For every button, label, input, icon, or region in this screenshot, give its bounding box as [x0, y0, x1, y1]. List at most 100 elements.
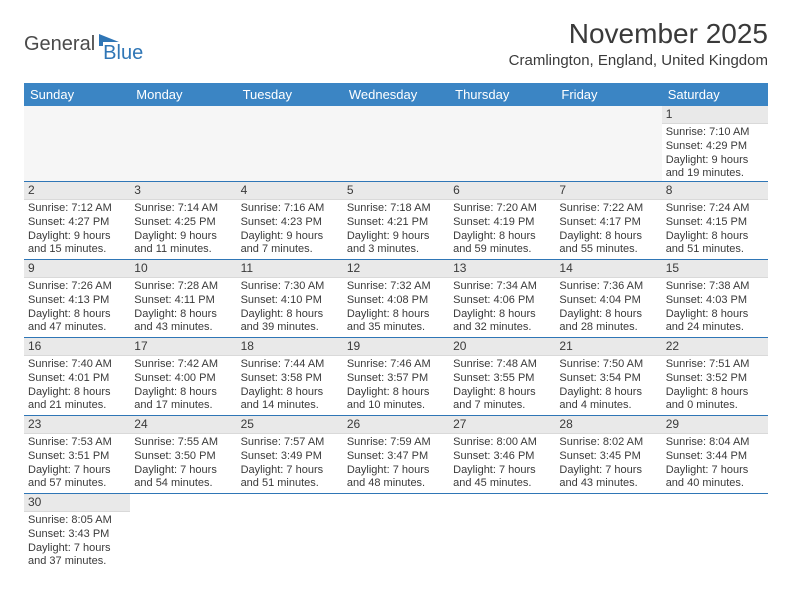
- calendar-cell: 11Sunrise: 7:30 AMSunset: 4:10 PMDayligh…: [237, 260, 343, 338]
- day-details: Sunrise: 7:59 AMSunset: 3:47 PMDaylight:…: [343, 434, 449, 491]
- sunset-text: Sunset: 4:04 PM: [559, 294, 657, 308]
- daylight-text-2: and 55 minutes.: [559, 243, 657, 257]
- daylight-text-1: Daylight: 7 hours: [347, 464, 445, 478]
- day-details: Sunrise: 7:22 AMSunset: 4:17 PMDaylight:…: [555, 200, 661, 257]
- sunset-text: Sunset: 3:55 PM: [453, 372, 551, 386]
- sunrise-text: Sunrise: 7:16 AM: [241, 202, 339, 216]
- calendar-cell: 10Sunrise: 7:28 AMSunset: 4:11 PMDayligh…: [130, 260, 236, 338]
- sunrise-text: Sunrise: 7:18 AM: [347, 202, 445, 216]
- day-details: Sunrise: 7:16 AMSunset: 4:23 PMDaylight:…: [237, 200, 343, 257]
- calendar-cell: 16Sunrise: 7:40 AMSunset: 4:01 PMDayligh…: [24, 338, 130, 416]
- daylight-text-1: Daylight: 8 hours: [666, 386, 764, 400]
- calendar-cell: 29Sunrise: 8:04 AMSunset: 3:44 PMDayligh…: [662, 416, 768, 494]
- sunrise-text: Sunrise: 7:51 AM: [666, 358, 764, 372]
- day-details: Sunrise: 7:26 AMSunset: 4:13 PMDaylight:…: [24, 278, 130, 335]
- day-number: 23: [24, 416, 130, 434]
- daylight-text-2: and 57 minutes.: [28, 477, 126, 491]
- sunrise-text: Sunrise: 7:48 AM: [453, 358, 551, 372]
- daylight-text-2: and 4 minutes.: [559, 399, 657, 413]
- daylight-text-2: and 7 minutes.: [241, 243, 339, 257]
- calendar-cell: 30Sunrise: 8:05 AMSunset: 3:43 PMDayligh…: [24, 494, 130, 572]
- sunrise-text: Sunrise: 7:50 AM: [559, 358, 657, 372]
- daylight-text-2: and 7 minutes.: [453, 399, 551, 413]
- day-details: Sunrise: 7:40 AMSunset: 4:01 PMDaylight:…: [24, 356, 130, 413]
- day-details: Sunrise: 7:28 AMSunset: 4:11 PMDaylight:…: [130, 278, 236, 335]
- sunrise-text: Sunrise: 7:12 AM: [28, 202, 126, 216]
- day-number: 5: [343, 182, 449, 200]
- daylight-text-2: and 51 minutes.: [241, 477, 339, 491]
- sunset-text: Sunset: 3:47 PM: [347, 450, 445, 464]
- calendar-cell: [449, 494, 555, 572]
- daylight-text-1: Daylight: 9 hours: [28, 230, 126, 244]
- daylight-text-2: and 17 minutes.: [134, 399, 232, 413]
- sunrise-text: Sunrise: 7:26 AM: [28, 280, 126, 294]
- weekday-header: Sunday: [24, 83, 130, 106]
- calendar-cell: 18Sunrise: 7:44 AMSunset: 3:58 PMDayligh…: [237, 338, 343, 416]
- daylight-text-1: Daylight: 8 hours: [559, 308, 657, 322]
- header-bar: General Blue November 2025 Cramlington, …: [24, 18, 768, 75]
- daylight-text-1: Daylight: 8 hours: [666, 308, 764, 322]
- sunset-text: Sunset: 4:21 PM: [347, 216, 445, 230]
- sunrise-text: Sunrise: 7:34 AM: [453, 280, 551, 294]
- day-details: Sunrise: 7:53 AMSunset: 3:51 PMDaylight:…: [24, 434, 130, 491]
- logo-text-general: General: [24, 33, 95, 56]
- calendar-row: 2Sunrise: 7:12 AMSunset: 4:27 PMDaylight…: [24, 182, 768, 260]
- sunrise-text: Sunrise: 7:55 AM: [134, 436, 232, 450]
- day-number: 19: [343, 338, 449, 356]
- daylight-text-2: and 24 minutes.: [666, 321, 764, 335]
- day-number: 25: [237, 416, 343, 434]
- day-number: 18: [237, 338, 343, 356]
- day-number: 30: [24, 494, 130, 512]
- sunset-text: Sunset: 4:06 PM: [453, 294, 551, 308]
- sunset-text: Sunset: 4:27 PM: [28, 216, 126, 230]
- day-number: 8: [662, 182, 768, 200]
- sunset-text: Sunset: 4:29 PM: [666, 140, 764, 154]
- sunset-text: Sunset: 4:13 PM: [28, 294, 126, 308]
- calendar-cell: 8Sunrise: 7:24 AMSunset: 4:15 PMDaylight…: [662, 182, 768, 260]
- sunset-text: Sunset: 3:50 PM: [134, 450, 232, 464]
- sunrise-text: Sunrise: 7:59 AM: [347, 436, 445, 450]
- day-number: 9: [24, 260, 130, 278]
- sunrise-text: Sunrise: 7:32 AM: [347, 280, 445, 294]
- weekday-header: Monday: [130, 83, 236, 106]
- daylight-text-1: Daylight: 8 hours: [134, 308, 232, 322]
- daylight-text-1: Daylight: 7 hours: [28, 542, 126, 556]
- sunrise-text: Sunrise: 7:30 AM: [241, 280, 339, 294]
- day-number: 17: [130, 338, 236, 356]
- daylight-text-1: Daylight: 7 hours: [134, 464, 232, 478]
- daylight-text-2: and 3 minutes.: [347, 243, 445, 257]
- calendar-row: 30Sunrise: 8:05 AMSunset: 3:43 PMDayligh…: [24, 494, 768, 572]
- sunset-text: Sunset: 4:01 PM: [28, 372, 126, 386]
- calendar-row: 9Sunrise: 7:26 AMSunset: 4:13 PMDaylight…: [24, 260, 768, 338]
- weekday-header: Friday: [555, 83, 661, 106]
- sunset-text: Sunset: 3:45 PM: [559, 450, 657, 464]
- sunrise-text: Sunrise: 7:44 AM: [241, 358, 339, 372]
- day-details: Sunrise: 7:42 AMSunset: 4:00 PMDaylight:…: [130, 356, 236, 413]
- day-details: Sunrise: 7:10 AMSunset: 4:29 PMDaylight:…: [662, 124, 768, 181]
- day-number: 11: [237, 260, 343, 278]
- calendar-cell: 27Sunrise: 8:00 AMSunset: 3:46 PMDayligh…: [449, 416, 555, 494]
- calendar-cell: [130, 494, 236, 572]
- daylight-text-1: Daylight: 8 hours: [241, 386, 339, 400]
- day-details: Sunrise: 7:48 AMSunset: 3:55 PMDaylight:…: [449, 356, 555, 413]
- calendar-cell: 23Sunrise: 7:53 AMSunset: 3:51 PMDayligh…: [24, 416, 130, 494]
- daylight-text-2: and 54 minutes.: [134, 477, 232, 491]
- daylight-text-2: and 59 minutes.: [453, 243, 551, 257]
- daylight-text-2: and 43 minutes.: [559, 477, 657, 491]
- sunrise-text: Sunrise: 8:02 AM: [559, 436, 657, 450]
- daylight-text-1: Daylight: 7 hours: [559, 464, 657, 478]
- month-title: November 2025: [509, 18, 768, 50]
- daylight-text-1: Daylight: 8 hours: [347, 386, 445, 400]
- daylight-text-1: Daylight: 8 hours: [241, 308, 339, 322]
- calendar-cell: [555, 494, 661, 572]
- day-number: 3: [130, 182, 236, 200]
- day-number: 6: [449, 182, 555, 200]
- weekday-header: Wednesday: [343, 83, 449, 106]
- calendar-cell: [343, 494, 449, 572]
- calendar-cell: [130, 106, 236, 182]
- sunrise-text: Sunrise: 7:20 AM: [453, 202, 551, 216]
- calendar-row: 23Sunrise: 7:53 AMSunset: 3:51 PMDayligh…: [24, 416, 768, 494]
- day-details: Sunrise: 8:04 AMSunset: 3:44 PMDaylight:…: [662, 434, 768, 491]
- calendar-cell: 9Sunrise: 7:26 AMSunset: 4:13 PMDaylight…: [24, 260, 130, 338]
- location-text: Cramlington, England, United Kingdom: [509, 52, 768, 69]
